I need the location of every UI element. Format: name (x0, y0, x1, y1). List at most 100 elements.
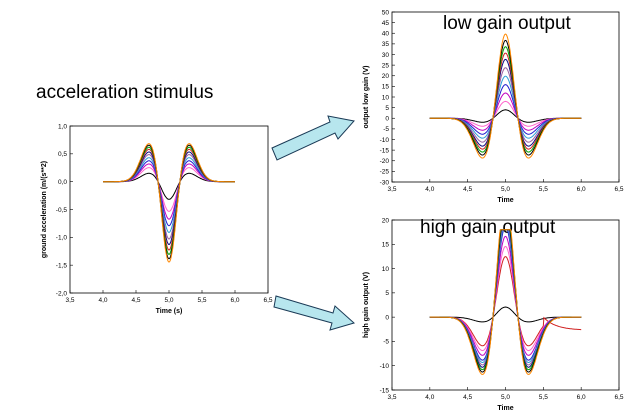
series-line (103, 163, 235, 220)
high-gain-chart: 3,5 4,0 4,5 5,0 5,5 6,0 6,5 20 15 10 5 0 -5 -10 -15 Tim… (363, 217, 624, 412)
y-tick-label: 0 (385, 314, 389, 321)
series-line (103, 143, 235, 263)
y-axis-label: ground acceleration (m/(s**2) (41, 161, 48, 258)
arrow-to-low-gain (271, 115, 355, 161)
y-tick-label: -15 (380, 387, 390, 394)
plot-frame (391, 219, 620, 391)
series-line (429, 229, 582, 373)
y-tick-label: -1,5 (56, 262, 68, 269)
x-axis-label: Time (497, 197, 513, 204)
x-tick-label: 6,5 (263, 297, 272, 304)
series-line (429, 46, 582, 153)
x-tick-label: 6,5 (614, 394, 623, 401)
x-tick-label: 6,5 (614, 186, 623, 193)
y-tick-label: -25 (380, 169, 390, 176)
y-tick-label: -30 (380, 179, 390, 186)
series-line (429, 229, 582, 371)
series-line (429, 39, 582, 156)
y-tick-label: 15 (382, 242, 390, 249)
y-tick-label: -10 (380, 363, 390, 370)
x-tick-label: 6,0 (577, 186, 586, 193)
y-tick-label: 5 (385, 105, 389, 112)
x-axis-label: Time (497, 405, 513, 412)
x-tick-label: 5,5 (197, 297, 206, 304)
accel-chart: 3,5 4,0 4,5 5,0 5,5 6,0 6,5 1,0 0,5 0,0 -0,5 -1,0 -1… (41, 123, 273, 315)
x-tick-label: 5,0 (164, 297, 173, 304)
series-line (429, 245, 582, 352)
y-tick-label: 20 (382, 73, 390, 80)
series-line (429, 58, 582, 147)
y-tick-label: 15 (382, 84, 390, 91)
accel-title: acceleration stimulus (36, 82, 213, 103)
series-line (103, 144, 235, 260)
series-line (429, 100, 582, 127)
y-tick-label: -5 (383, 126, 389, 133)
y-tick-label: 10 (382, 266, 390, 273)
series-line (429, 235, 582, 356)
y-tick-label: 30 (382, 52, 390, 59)
y-tick-label: -15 (380, 147, 390, 154)
x-tick-label: 3,5 (387, 394, 396, 401)
series-line (429, 67, 582, 143)
y-tick-label: 35 (382, 41, 390, 48)
x-tick-label: 4,0 (98, 297, 107, 304)
y-tick-label: -1,0 (56, 235, 68, 242)
y-axis-label: output low gain (V) (363, 66, 370, 129)
y-tick-label: -5 (383, 339, 389, 346)
y-tick-label: -20 (380, 158, 390, 165)
series-line (429, 92, 582, 131)
y-tick-label: 50 (382, 9, 390, 16)
y-tick-label: -2,0 (56, 290, 68, 297)
x-tick-label: 4,0 (425, 394, 434, 401)
y-tick-label: 5 (385, 290, 389, 297)
y-axis-label: high gain output (V) (363, 272, 370, 338)
series-line (429, 229, 582, 363)
high-gain-title: high gain output (420, 217, 556, 238)
series-line (429, 229, 582, 361)
x-tick-label: 4,5 (131, 297, 140, 304)
y-tick-label: -0,5 (56, 207, 68, 214)
series-line (429, 109, 582, 123)
low-gain-chart: 3,5 4,0 4,5 5,0 5,5 6,0 6,55045403530252015105… (363, 9, 624, 204)
y-tick-label: 1,0 (58, 123, 67, 130)
x-tick-label: 6,0 (577, 394, 586, 401)
plot-frame (69, 125, 269, 294)
series-line (103, 154, 235, 240)
x-tick-label: 6,0 (230, 297, 239, 304)
series-line (429, 229, 582, 368)
x-tick-label: 4,0 (425, 186, 434, 193)
x-tick-label: 4,5 (463, 394, 472, 401)
y-tick-label: 45 (382, 20, 390, 27)
x-tick-label: 5,5 (539, 394, 548, 401)
series-line (429, 256, 582, 347)
series-line (103, 172, 235, 200)
series-line (429, 229, 582, 375)
y-tick-label: -10 (380, 137, 390, 144)
series-line (103, 160, 235, 227)
series-line (103, 157, 235, 233)
x-tick-label: 5,0 (501, 394, 510, 401)
x-tick-label: 3,5 (65, 297, 74, 304)
series-line (429, 75, 582, 139)
y-tick-label: 0,5 (58, 151, 67, 158)
y-tick-label: 25 (382, 62, 390, 69)
y-tick-label: 40 (382, 31, 390, 38)
y-tick-label: 10 (382, 94, 390, 101)
x-tick-label: 5,0 (501, 186, 510, 193)
arrow-to-high-gain (273, 295, 356, 331)
x-tick-label: 3,5 (387, 186, 396, 193)
series-line (103, 151, 235, 246)
x-axis-label: Time (s) (156, 308, 183, 315)
series-line (429, 33, 582, 159)
series-line (429, 306, 582, 323)
y-tick-label: 0 (385, 116, 389, 123)
y-tick-label: 20 (382, 217, 390, 224)
series-line (103, 146, 235, 255)
series-line (103, 167, 235, 212)
series-line (429, 229, 582, 366)
x-tick-label: 4,5 (463, 186, 472, 193)
y-tick-label: 0,0 (58, 179, 67, 186)
low-gain-title: low gain output (443, 13, 572, 34)
plot-frame (391, 11, 620, 183)
